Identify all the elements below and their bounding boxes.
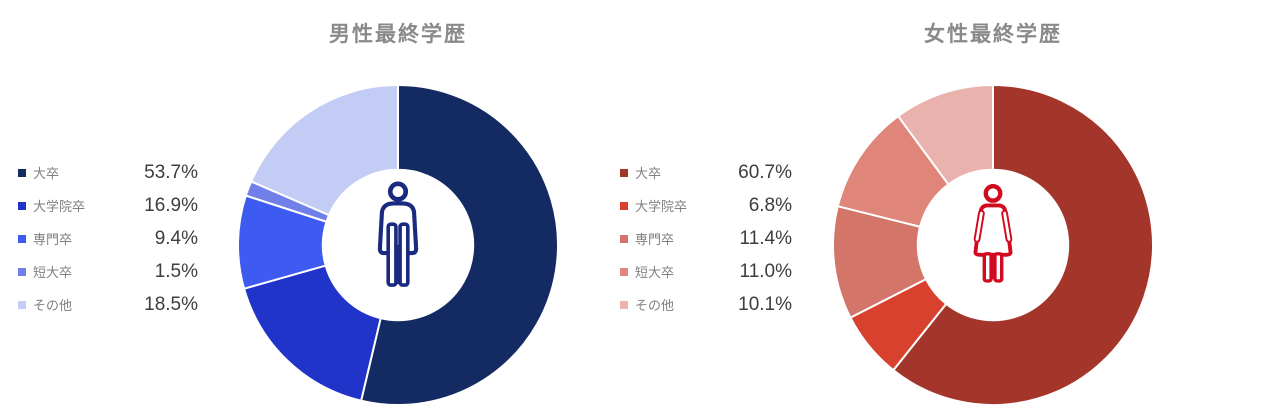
legend-swatch-icon — [18, 234, 26, 243]
legend-swatch-icon — [18, 168, 26, 177]
legend-item: 大卒 60.7% — [620, 156, 792, 189]
legend-label: 短大卒 — [33, 265, 73, 280]
donut-slice — [250, 84, 399, 217]
legend-item: 専門卒 9.4% — [18, 222, 198, 255]
female-chart-title: 女性最終学歴 — [924, 23, 1062, 46]
male-chart-title: 男性最終学歴 — [329, 23, 467, 46]
female-education-donut — [832, 84, 1154, 406]
legend-value: 9.4% — [154, 227, 198, 249]
legend-label: 大卒 — [33, 166, 60, 181]
legend-swatch-icon — [18, 267, 26, 276]
donut-slice — [892, 84, 1154, 406]
legend-item: 大学院卒 16.9% — [18, 189, 198, 222]
male-education-donut — [237, 84, 559, 406]
legend-label: その他 — [635, 298, 675, 313]
legend-value: 53.7% — [144, 161, 198, 183]
legend-label: 専門卒 — [33, 232, 73, 247]
legend-item: 短大卒 11.0% — [620, 255, 792, 288]
legend-value: 6.8% — [748, 194, 792, 216]
legend-label: 大学院卒 — [33, 199, 86, 214]
legend-value: 11.4% — [739, 227, 792, 249]
legend-item: その他 18.5% — [18, 288, 198, 321]
legend-item: 大卒 53.7% — [18, 156, 198, 189]
legend-value: 11.0% — [739, 260, 792, 282]
legend-swatch-icon — [18, 300, 26, 309]
female-pictogram-icon — [973, 183, 1013, 283]
legend-swatch-icon — [620, 267, 628, 276]
donut-slice — [360, 84, 559, 406]
legend-value: 10.1% — [738, 293, 792, 315]
male-pictogram-icon — [377, 181, 419, 287]
legend-label: 大卒 — [635, 166, 662, 181]
legend-swatch-icon — [620, 234, 628, 243]
legend-value: 60.7% — [738, 161, 792, 183]
legend-item: 専門卒 11.4% — [620, 222, 792, 255]
legend-value: 18.5% — [144, 293, 198, 315]
legend-swatch-icon — [18, 201, 26, 210]
legend-swatch-icon — [620, 201, 628, 210]
legend-value: 1.5% — [154, 260, 198, 282]
legend-swatch-icon — [620, 168, 628, 177]
legend-label: 大学院卒 — [635, 199, 688, 214]
legend-value: 16.9% — [144, 194, 198, 216]
legend-item: 大学院卒 6.8% — [620, 189, 792, 222]
female-chart-legend: 大卒 60.7% 大学院卒 6.8% 専門卒 11.4% 短大卒 11.0% その他 10.1% — [620, 156, 792, 321]
legend-item: 短大卒 1.5% — [18, 255, 198, 288]
male-chart-legend: 大卒 53.7% 大学院卒 16.9% 専門卒 9.4% 短大卒 1.5% その他 18.5% — [18, 156, 198, 321]
donut-slice — [243, 264, 382, 402]
legend-label: 専門卒 — [635, 232, 675, 247]
legend-label: 短大卒 — [635, 265, 675, 280]
legend-label: その他 — [33, 298, 73, 313]
donut-slice — [897, 84, 994, 186]
legend-item: その他 10.1% — [620, 288, 792, 321]
legend-swatch-icon — [620, 300, 628, 309]
